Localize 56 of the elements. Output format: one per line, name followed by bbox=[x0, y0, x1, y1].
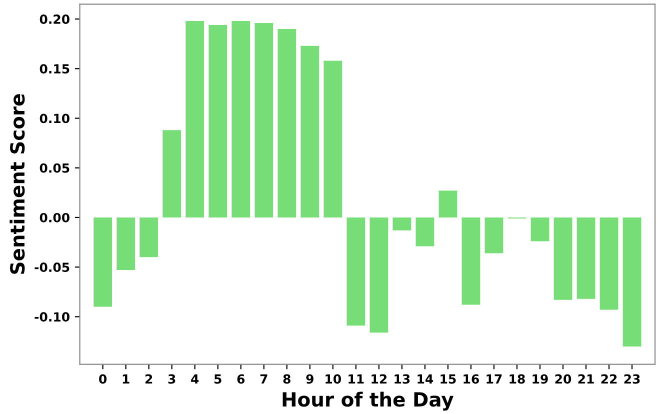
y-tick-label: 0.15 bbox=[40, 64, 70, 74]
y-tick-label: 0.05 bbox=[40, 163, 70, 173]
y-tick-label: -0.10 bbox=[34, 312, 70, 322]
x-tick-label: 14 bbox=[418, 374, 434, 384]
x-tick-label: 16 bbox=[464, 374, 479, 384]
x-tick-label: 9 bbox=[306, 374, 314, 384]
x-tick-label: 12 bbox=[372, 374, 387, 384]
y-tick-label: -0.05 bbox=[34, 262, 70, 272]
y-tick-label: 0.00 bbox=[40, 212, 70, 222]
bar bbox=[324, 60, 342, 218]
bar bbox=[416, 217, 434, 246]
bar bbox=[484, 217, 504, 254]
y-axis-title: Sentiment Score bbox=[10, 94, 25, 274]
bar bbox=[140, 217, 158, 258]
bar bbox=[278, 28, 296, 218]
bar bbox=[346, 217, 366, 326]
bar bbox=[300, 46, 320, 218]
x-tick-label: 15 bbox=[440, 374, 456, 384]
x-tick-label: 22 bbox=[601, 374, 617, 384]
x-tick-label: 7 bbox=[260, 374, 268, 384]
x-axis-title: Hour of the Day bbox=[282, 392, 454, 411]
x-tick-label: 20 bbox=[555, 374, 572, 384]
bar bbox=[438, 190, 458, 218]
bar bbox=[530, 217, 550, 242]
bar bbox=[232, 21, 250, 218]
x-tick-label: 23 bbox=[624, 374, 640, 384]
x-tick-label: 10 bbox=[326, 374, 341, 384]
bar bbox=[600, 217, 618, 310]
bar bbox=[208, 24, 228, 218]
x-tick-label: 13 bbox=[394, 374, 410, 384]
x-tick-label: 2 bbox=[145, 374, 152, 384]
bar bbox=[94, 217, 112, 307]
x-tick-label: 1 bbox=[122, 374, 130, 384]
x-tick-label: 18 bbox=[510, 374, 525, 384]
bar bbox=[392, 217, 412, 230]
bar bbox=[462, 217, 480, 305]
x-tick-label: 19 bbox=[532, 374, 548, 384]
bar bbox=[370, 217, 388, 333]
x-tick-label: 11 bbox=[348, 374, 364, 384]
bar bbox=[576, 217, 596, 299]
x-tick-label: 3 bbox=[168, 374, 176, 384]
x-tick-label: 17 bbox=[486, 374, 502, 384]
x-tick-label: 0 bbox=[99, 374, 107, 384]
x-tick-label: 5 bbox=[214, 374, 222, 384]
bar bbox=[162, 130, 182, 218]
x-tick-label: 4 bbox=[191, 374, 199, 384]
bar bbox=[186, 21, 204, 218]
x-tick-label: 6 bbox=[237, 374, 245, 384]
x-tick-label: 8 bbox=[283, 374, 290, 384]
y-tick-label: 0.10 bbox=[40, 114, 70, 124]
bar bbox=[254, 22, 274, 218]
y-tick-label: 0.20 bbox=[40, 14, 70, 24]
x-tick-label: 21 bbox=[578, 374, 594, 384]
bar bbox=[116, 217, 136, 270]
bar bbox=[622, 217, 642, 346]
bar bbox=[554, 217, 572, 300]
